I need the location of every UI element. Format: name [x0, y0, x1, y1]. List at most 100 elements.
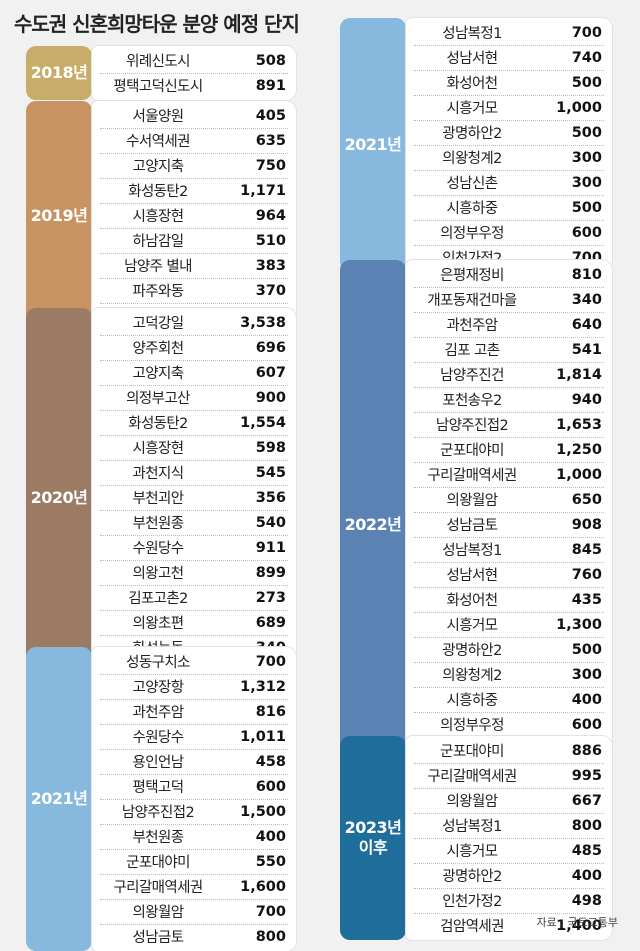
project-row: 수원당수 1,011 — [92, 724, 296, 749]
unit-count: 899 — [255, 564, 286, 581]
row-divider — [414, 170, 604, 171]
unit-count: 500 — [571, 124, 602, 141]
project-name: 고양지축 — [132, 366, 185, 382]
project-row: 군포대야미 886 — [406, 738, 612, 763]
row-divider — [414, 120, 604, 121]
unit-count: 508 — [255, 52, 286, 69]
project-row: 광명하안2 400 — [406, 863, 612, 888]
project-row: 의정부우정 600 — [406, 712, 612, 737]
row-divider — [100, 510, 288, 511]
row-divider — [414, 387, 604, 388]
unit-count: 816 — [255, 703, 286, 720]
year-group: 2021년 성동구치소 700 고양장항 1,312 과천주암 816 수원당수 1,011 용인… — [26, 647, 296, 951]
project-name: 남양주 별내 — [124, 259, 192, 275]
year-label: 2020년 — [26, 308, 92, 687]
project-list: 성남복정1 700 성남서현 740 화성어천 500 시흥거모 1,000 광명하안2 500 의… — [406, 18, 612, 272]
row-divider — [100, 724, 288, 725]
project-row: 성남복정1 700 — [406, 20, 612, 45]
unit-count: 1,600 — [240, 878, 286, 895]
project-row: 의왕고천 899 — [92, 560, 296, 585]
row-divider — [414, 537, 604, 538]
row-divider — [100, 253, 288, 254]
unit-count: 696 — [255, 339, 286, 356]
project-name: 검암역세권 — [440, 919, 504, 935]
row-divider — [100, 585, 288, 586]
page-title: 수도권 신혼희망타운 분양 예정 단지 — [14, 12, 300, 36]
project-name: 부천괴안 — [132, 491, 185, 507]
project-row: 개포동재건마을 340 — [406, 287, 612, 312]
year-label: 2021년 — [340, 18, 406, 272]
unit-count: 1,814 — [556, 366, 602, 383]
project-row: 수원당수 911 — [92, 535, 296, 560]
unit-count: 400 — [255, 828, 286, 845]
unit-count: 510 — [255, 232, 286, 249]
row-divider — [100, 535, 288, 536]
row-divider — [414, 763, 604, 764]
unit-count: 940 — [571, 391, 602, 408]
project-name: 의정부우정 — [440, 226, 504, 242]
row-divider — [100, 674, 288, 675]
unit-count: 891 — [255, 77, 286, 94]
project-name: 시흥하중 — [446, 693, 499, 709]
unit-count: 900 — [255, 389, 286, 406]
unit-count: 1,554 — [240, 414, 286, 431]
unit-count: 911 — [255, 539, 286, 556]
project-row: 고양장항 1,312 — [92, 674, 296, 699]
project-name: 광명하안2 — [442, 126, 502, 142]
unit-count: 700 — [571, 24, 602, 41]
project-row: 김포 고촌 541 — [406, 337, 612, 362]
unit-count: 845 — [571, 541, 602, 558]
project-name: 광명하안2 — [442, 643, 502, 659]
project-row: 남양주진건 1,814 — [406, 362, 612, 387]
unit-count: 540 — [255, 514, 286, 531]
unit-count: 1,171 — [240, 182, 286, 199]
row-divider — [414, 245, 604, 246]
project-name: 의왕월암 — [446, 794, 499, 810]
project-name: 구리갈매역세권 — [427, 769, 517, 785]
unit-count: 600 — [255, 778, 286, 795]
row-divider — [414, 195, 604, 196]
unit-count: 1,000 — [556, 99, 602, 116]
row-divider — [100, 385, 288, 386]
project-row: 검암역세권 1,400 — [406, 913, 612, 938]
project-row: 의왕월암 650 — [406, 487, 612, 512]
year-label: 2021년 — [26, 647, 92, 951]
row-divider — [414, 70, 604, 71]
project-name: 은평재정비 — [440, 268, 504, 284]
project-name: 의왕고천 — [132, 566, 185, 582]
unit-count: 383 — [255, 257, 286, 274]
project-row: 과천주암 640 — [406, 312, 612, 337]
unit-count: 400 — [571, 691, 602, 708]
project-name: 고양장항 — [132, 680, 185, 696]
project-list: 고덕강일 3,538 양주회천 696 고양지축 607 의정부고산 900 화성동탄2 1,55… — [92, 308, 296, 687]
project-name: 화성어천 — [446, 593, 499, 609]
row-divider — [100, 610, 288, 611]
project-row: 용인언남 458 — [92, 749, 296, 774]
project-row: 성남신촌 300 — [406, 170, 612, 195]
unit-count: 435 — [571, 591, 602, 608]
row-divider — [100, 560, 288, 561]
project-row: 남양주진접2 1,500 — [92, 799, 296, 824]
unit-count: 370 — [255, 282, 286, 299]
row-divider — [100, 824, 288, 825]
row-divider — [100, 128, 288, 129]
row-divider — [414, 220, 604, 221]
project-row: 의정부고산 900 — [92, 385, 296, 410]
unit-count: 498 — [571, 892, 602, 909]
unit-count: 800 — [571, 817, 602, 834]
project-row: 은평재정비 810 — [406, 262, 612, 287]
unit-count: 598 — [255, 439, 286, 456]
project-list: 서울양원 405 수서역세권 635 고양지축 750 화성동탄2 1,171 시흥장현 964 하… — [92, 101, 296, 330]
project-row: 성남복정1 800 — [406, 813, 612, 838]
project-row: 화성어천 500 — [406, 70, 612, 95]
year-group: 2022년 은평재정비 810 개포동재건마을 340 과천주암 640 김포 고촌 541 남양… — [340, 260, 612, 789]
row-divider — [414, 287, 604, 288]
project-name: 군포대야미 — [440, 744, 504, 760]
project-name: 시흥장현 — [132, 209, 185, 225]
project-name: 구리갈매역세권 — [427, 468, 517, 484]
project-name: 화성어천 — [446, 76, 499, 92]
project-name: 수서역세권 — [126, 134, 190, 150]
row-divider — [414, 45, 604, 46]
unit-count: 1,312 — [240, 678, 286, 695]
project-name: 고양지축 — [132, 159, 185, 175]
